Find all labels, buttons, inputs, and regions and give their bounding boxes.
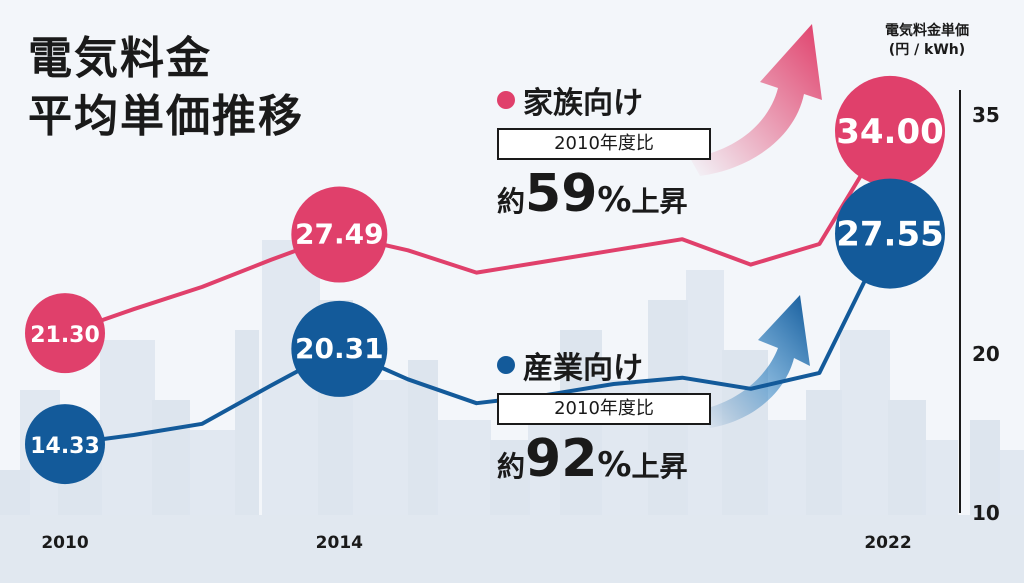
data-point-marker (835, 178, 945, 289)
title-line-2: 平均単価推移 (28, 91, 304, 142)
data-point-label: 20.31 (295, 332, 384, 365)
data-point-label: 27.55 (836, 215, 944, 255)
y-tick-label: 10 (972, 501, 1000, 525)
household-increase-percent: % (597, 180, 632, 220)
household-legend-label: 家族向け (523, 86, 643, 121)
y-axis-unit-label: 電気料金単価 (円 / kWh) (872, 22, 982, 60)
industrial-increase-suffix: 上昇 (631, 450, 688, 483)
data-point-marker (25, 293, 105, 374)
industrial-annotation: 産業向け 2010年度比 約92%上昇 (497, 343, 711, 489)
data-point-label: 21.30 (30, 323, 100, 348)
series-line (64, 129, 890, 335)
household-increase-value: 59 (525, 164, 598, 224)
skyline-ground (0, 515, 1024, 583)
household-basis-box: 2010年度比 (497, 128, 711, 160)
y-axis: 10 20 35 (959, 90, 1000, 525)
industrial-increase-percent: % (597, 445, 632, 485)
industrial-basis-box: 2010年度比 (497, 393, 711, 425)
data-point-label: 27.49 (295, 218, 384, 251)
data-point-label: 14.33 (30, 434, 100, 459)
page-title: 電気料金 平均単価推移 (28, 30, 304, 146)
household-annotation: 家族向け 2010年度比 約59%上昇 (497, 78, 711, 224)
household-trend-arrow (690, 24, 822, 176)
household-increase-prefix: 約 (497, 185, 526, 218)
household-increase: 約59%上昇 (497, 164, 711, 224)
x-axis-ticks: 2010 2014 2022 (41, 533, 911, 553)
x-tick-label: 2010 (41, 533, 88, 553)
data-point-marker (291, 300, 388, 397)
series-line (64, 232, 890, 447)
industrial-increase: 約92%上昇 (497, 429, 711, 489)
industrial-trend-arrow (700, 295, 810, 428)
data-point-marker (291, 186, 388, 283)
unit-label-line-1: 電気料金単価 (885, 23, 969, 39)
data-point-marker (835, 75, 945, 186)
trend-arrows (690, 24, 822, 428)
title-line-1: 電気料金 (28, 33, 212, 84)
y-tick-label: 20 (972, 342, 1000, 366)
industrial-increase-prefix: 約 (497, 450, 526, 483)
household-legend-dot (497, 91, 515, 109)
unit-label-line-2: (円 / kWh) (888, 42, 966, 58)
series-lines: 21.30 27.49 34.00 14.33 20.31 27.55 (25, 75, 945, 485)
industrial-legend-dot (497, 356, 515, 374)
x-tick-label: 2022 (864, 533, 911, 553)
data-point-label: 34.00 (836, 112, 944, 152)
household-increase-suffix: 上昇 (631, 185, 688, 218)
industrial-increase-value: 92 (525, 429, 598, 489)
x-tick-label: 2014 (316, 533, 363, 553)
industrial-legend-label: 産業向け (523, 351, 643, 386)
data-point-marker (25, 404, 105, 485)
y-tick-label: 35 (972, 103, 1000, 127)
